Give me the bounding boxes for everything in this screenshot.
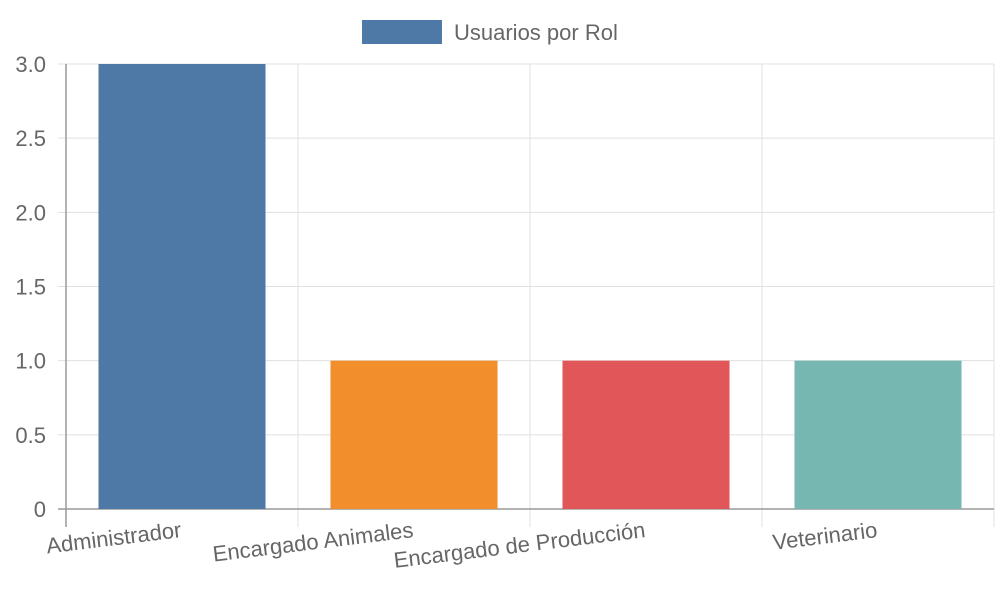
y-tick-label: 2.5	[15, 126, 46, 151]
legend-swatch	[362, 20, 442, 44]
y-tick-label: 0	[34, 497, 46, 522]
x-tick-label: Encargado de Producción	[392, 517, 646, 573]
bars	[98, 64, 962, 509]
legend-label: Usuarios por Rol	[454, 20, 618, 45]
y-tick-label: 0.5	[15, 423, 46, 448]
y-tick-label: 1.5	[15, 275, 46, 300]
x-axis-ticks: Administrador Encargado AnimalesEncargado…	[45, 517, 879, 573]
bar[interactable]	[330, 360, 498, 509]
y-axis-ticks: 0 0.5 1.0 1.5 2.0 2.5 3.0	[15, 52, 46, 522]
bar[interactable]	[562, 360, 730, 509]
bar[interactable]	[98, 64, 266, 509]
y-tick-label: 3.0	[15, 52, 46, 77]
legend[interactable]: Usuarios por Rol	[362, 20, 618, 45]
x-tick-label: Encargado Animales	[211, 517, 414, 566]
bar[interactable]	[794, 360, 962, 509]
x-tick-label: Veterinario	[771, 517, 878, 555]
y-tick-label: 2.0	[15, 200, 46, 225]
y-tick-label: 1.0	[15, 349, 46, 374]
